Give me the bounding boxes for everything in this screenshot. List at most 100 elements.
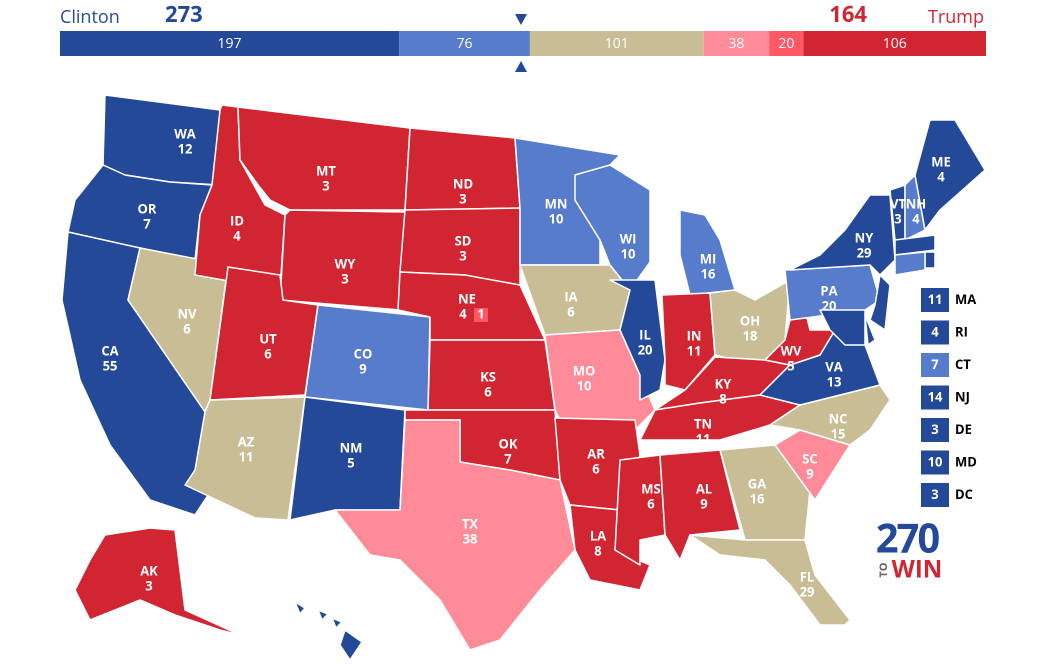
small-state-box <box>921 483 949 507</box>
state-shape <box>764 309 836 366</box>
state-abbr: KY <box>715 374 733 392</box>
state-shape <box>789 194 896 276</box>
state-abbr: SC <box>802 449 817 467</box>
state-votes: 20 <box>638 340 653 358</box>
small-state-abbr: MD <box>955 452 977 470</box>
state-votes: 6 <box>567 302 575 320</box>
state-votes: 6 <box>264 344 272 362</box>
state-votes: 18 <box>743 326 758 344</box>
state-abbr: LA <box>590 526 606 544</box>
state-shape <box>894 234 936 256</box>
state-abbr: MO <box>573 361 596 379</box>
state-abbr: AZ <box>238 432 255 450</box>
small-state-abbr: RI <box>955 322 968 340</box>
vote-bar: 197 76 101 38 20 106 <box>60 31 986 56</box>
state-votes: 5 <box>787 356 794 374</box>
state-abbr: CO <box>354 344 373 362</box>
state-votes: 10 <box>621 244 636 262</box>
state-abbr: MN <box>545 194 568 212</box>
state-abbr: IN <box>687 326 702 344</box>
state-abbr: ID <box>230 211 244 229</box>
small-state-box <box>921 450 949 475</box>
state-shape <box>894 251 926 276</box>
state-abbr: NY <box>855 228 875 246</box>
state-votes: 5 <box>347 453 354 471</box>
district-votes: 1 <box>477 304 484 322</box>
state-votes: 20 <box>822 296 837 314</box>
small-state-box <box>921 385 949 410</box>
bar-segment-label: 101 <box>605 34 629 53</box>
state-abbr: WI <box>620 229 637 247</box>
small-state-votes: 3 <box>931 420 938 438</box>
small-state-votes: 14 <box>928 387 943 405</box>
bar-segment-label: 38 <box>728 34 744 53</box>
state-votes: 6 <box>647 494 655 512</box>
state-votes: 3 <box>341 269 348 287</box>
bar-segment <box>803 31 986 56</box>
state-abbr: WY <box>335 254 357 272</box>
state-votes: 10 <box>549 209 564 227</box>
state-abbr: NV <box>177 304 197 322</box>
small-state-votes: 3 <box>931 485 938 503</box>
majority-marker <box>515 61 527 72</box>
small-state-votes: 11 <box>928 290 943 308</box>
state-shape <box>102 94 221 186</box>
state-shape <box>317 609 329 621</box>
bar-segment <box>529 31 704 56</box>
small-state-box <box>921 353 949 377</box>
state-votes: 12 <box>178 139 193 157</box>
state-votes: 10 <box>577 376 592 394</box>
state-shape <box>924 251 936 269</box>
state-abbr: HI <box>315 629 329 647</box>
state-votes: 13 <box>827 372 842 390</box>
left-total: 273 <box>165 0 203 29</box>
small-state-votes: 4 <box>931 322 939 340</box>
state-votes: 55 <box>103 356 118 374</box>
state-shape <box>331 617 343 629</box>
state-votes: 15 <box>831 424 846 442</box>
small-state-box <box>921 418 949 442</box>
small-state-abbr: NJ <box>955 387 970 405</box>
state-abbr: NM <box>340 438 363 456</box>
state-votes: 6 <box>484 382 492 400</box>
state-abbr: AK <box>140 561 158 579</box>
state-votes: 11 <box>687 341 702 359</box>
state-abbr: OK <box>499 434 518 452</box>
bar-segment <box>60 31 400 56</box>
state-abbr: PA <box>820 281 837 299</box>
bar-segment-label: 76 <box>456 34 472 53</box>
state-abbr: VT <box>890 194 906 212</box>
state-abbr: WV <box>780 341 802 359</box>
logo-win: WIN <box>892 552 943 585</box>
state-shape <box>719 444 811 541</box>
state-shape <box>74 527 241 636</box>
state-abbr: AR <box>587 444 605 462</box>
right-total: 164 <box>829 0 867 29</box>
logo: 270 TO WIN <box>876 510 943 586</box>
state-votes: 6 <box>183 319 191 337</box>
logo-to: TO <box>876 562 891 577</box>
state-votes: 16 <box>750 489 765 507</box>
state-votes: 3 <box>459 189 466 207</box>
state-votes: 29 <box>800 582 815 600</box>
state-shape <box>334 419 576 651</box>
small-state-list: 11 MA 4 RI 7 CT 14 NJ 3 DE 10 MD 3 DC <box>921 288 977 507</box>
state-abbr: FL <box>800 567 814 585</box>
state-shape <box>339 629 363 661</box>
state-votes: 16 <box>701 264 716 282</box>
states <box>61 94 986 661</box>
state-votes: 29 <box>857 243 872 261</box>
state-labels: WA12OR7CA55NV6ID4MT3WY3UT6AZ11CO9NM5ND3S… <box>101 124 950 662</box>
state-abbr: KS <box>480 367 496 385</box>
state-votes: 4 <box>233 226 241 244</box>
state-shape <box>294 601 306 615</box>
state-abbr: TX <box>462 514 479 532</box>
state-votes: 4 <box>459 304 467 322</box>
bar-segment <box>769 31 804 56</box>
state-votes: 3 <box>322 176 329 194</box>
state-abbr: IA <box>564 287 577 305</box>
state-shape <box>279 209 406 311</box>
district-box <box>474 308 488 322</box>
state-abbr: TN <box>694 414 712 432</box>
state-abbr: OR <box>138 199 157 217</box>
